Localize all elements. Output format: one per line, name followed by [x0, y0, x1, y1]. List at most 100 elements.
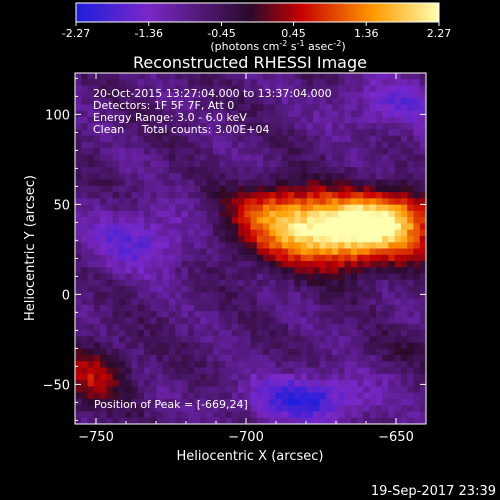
heatmap-cell [106, 304, 114, 312]
heatmap-cell [338, 311, 346, 319]
heatmap-cell [181, 91, 189, 99]
heatmap-cell [419, 85, 426, 93]
heatmap-cell [325, 110, 333, 118]
heatmap-cell [162, 279, 170, 287]
heatmap-cell [350, 386, 358, 394]
heatmap-cell [206, 123, 214, 131]
heatmap-cell [413, 405, 421, 413]
heatmap-cell [344, 286, 352, 293]
heatmap-cell [150, 73, 158, 80]
heatmap-cell [263, 386, 270, 394]
heatmap-cell [150, 160, 158, 168]
heatmap-cell [187, 185, 195, 193]
heatmap-cell [106, 405, 114, 413]
heatmap-cell [206, 248, 214, 256]
heatmap-cell [93, 405, 101, 413]
heatmap-cell [388, 367, 396, 375]
heatmap-cell [169, 110, 176, 118]
heatmap-cell [162, 110, 170, 118]
heatmap-cell [143, 298, 151, 306]
heatmap-cell [388, 192, 396, 199]
heatmap-cell [344, 116, 352, 124]
heatmap-cell [331, 298, 339, 306]
heatmap-cell [125, 242, 133, 250]
heatmap-cell [338, 279, 346, 287]
heatmap-cell [150, 248, 158, 256]
heatmap-cell [256, 204, 264, 212]
colorbar-units-label: (photons cm-2 s-1 asec-2) [210, 39, 345, 53]
heatmap-cell [100, 204, 107, 212]
heatmap-cell [75, 141, 82, 149]
heatmap-cell [325, 286, 333, 293]
heatmap-cell [112, 342, 120, 350]
heatmap-cell [194, 248, 201, 256]
heatmap-cell [169, 411, 176, 419]
heatmap-cell [143, 204, 151, 212]
heatmap-cell [331, 355, 339, 362]
heatmap-cell [288, 304, 295, 312]
heatmap-cell [331, 411, 339, 419]
heatmap-cell [369, 129, 377, 137]
heatmap-cell [319, 267, 327, 275]
heatmap-cell [237, 380, 245, 387]
heatmap-cell [131, 279, 139, 287]
heatmap-cell [212, 79, 220, 87]
heatmap-cell [269, 411, 277, 419]
heatmap-cell [81, 167, 89, 174]
heatmap-cell [369, 311, 377, 319]
heatmap-cell [407, 167, 415, 174]
heatmap-cell [400, 355, 408, 362]
heatmap-cell [106, 373, 114, 381]
heatmap-cell [194, 204, 201, 212]
heatmap-cell [131, 267, 139, 275]
heatmap-cell [350, 411, 358, 419]
heatmap-cell [187, 192, 195, 199]
heatmap-cell [300, 373, 308, 381]
heatmap-cell [419, 210, 426, 218]
heatmap-cell [143, 135, 151, 143]
heatmap-cell [219, 242, 227, 250]
heatmap-cell [357, 167, 364, 174]
heatmap-cell [143, 167, 151, 174]
heatmap-cell [106, 311, 114, 319]
heatmap-cell [150, 167, 158, 174]
heatmap-cell [81, 79, 89, 87]
heatmap-cell [175, 342, 183, 350]
heatmap-cell [331, 141, 339, 149]
heatmap-cell [382, 229, 389, 237]
heatmap-cell [250, 223, 258, 231]
heatmap-cell [306, 286, 314, 293]
heatmap-cell [407, 286, 415, 293]
heatmap-cell [156, 273, 164, 281]
heatmap-cell [131, 417, 139, 424]
heatmap-cell [225, 179, 233, 187]
heatmap-cell [187, 154, 195, 162]
heatmap-cell [118, 411, 126, 419]
heatmap-cell [350, 123, 358, 131]
heatmap-cell [306, 79, 314, 87]
heatmap-cell [294, 317, 302, 325]
heatmap-cell [225, 135, 233, 143]
heatmap-cell [206, 355, 214, 362]
heatmap-cell [150, 361, 158, 369]
heatmap-cell [369, 116, 377, 124]
heatmap-cell [350, 273, 358, 281]
heatmap-cell [100, 198, 107, 206]
heatmap-cell [181, 179, 189, 187]
heatmap-cell [369, 73, 377, 80]
heatmap-cell [382, 135, 389, 143]
heatmap-cell [150, 323, 158, 331]
heatmap-cell [288, 185, 295, 193]
heatmap-cell [319, 286, 327, 293]
heatmap-cell [75, 167, 82, 174]
heatmap-cell [225, 361, 233, 369]
heatmap-cell [169, 386, 176, 394]
heatmap-cell [375, 311, 383, 319]
heatmap-cell [263, 417, 270, 424]
heatmap-cell [244, 229, 252, 237]
heatmap-cell [150, 173, 158, 181]
heatmap-cell [231, 141, 239, 149]
heatmap-cell [106, 323, 114, 331]
heatmap-cell [275, 323, 283, 331]
heatmap-cell [338, 398, 346, 406]
